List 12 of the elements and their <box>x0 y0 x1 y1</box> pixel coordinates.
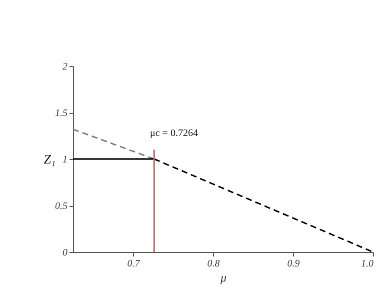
y-tick-label: 0.5 <box>55 201 68 212</box>
x-axis-title: μ <box>219 270 227 284</box>
x-tick-label: 0.7 <box>127 258 141 270</box>
y-tick-label: 1 <box>62 154 68 166</box>
y-tick-label: 2 <box>62 62 68 72</box>
annotation: μc = 0.7264 <box>150 128 198 139</box>
x-tick-label: 0.9 <box>287 258 300 270</box>
x-tick-label: 1.0 <box>361 258 374 270</box>
y-tick-label: 1.5 <box>55 108 68 119</box>
y-tick-label: 0 <box>62 248 68 258</box>
y-axis-title: Z₁ <box>44 152 56 166</box>
x-tick-label: 0.8 <box>207 258 220 270</box>
